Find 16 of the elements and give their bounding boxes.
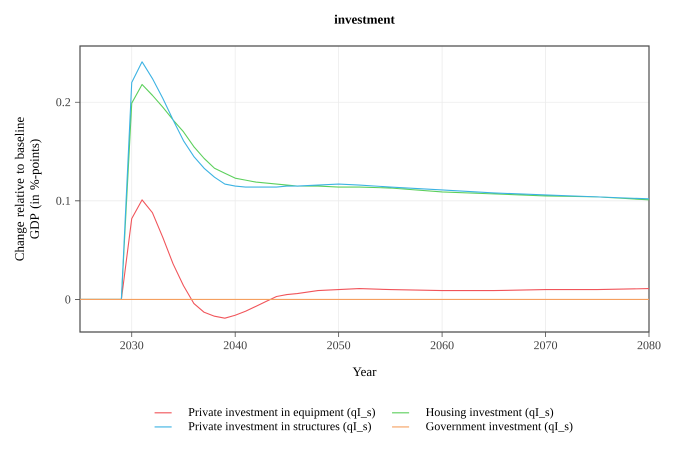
x-tick-label: 2050 — [327, 341, 350, 350]
y-tick-label: 0.2 — [56, 98, 70, 106]
x-tick-label: 2030 — [120, 341, 144, 350]
legend-label: Housing investment (qI_s) — [426, 408, 554, 419]
x-tick-label: 2080 — [638, 341, 661, 350]
y-axis-title: Change relative to baseline GDP (in %-points) — [14, 117, 42, 261]
x-tick-label: 2070 — [534, 341, 558, 350]
legend-label: Private investment in structures (qI_s) — [188, 422, 371, 433]
legend-label: Government investment (qI_s) — [426, 422, 572, 433]
x-tick-label: 2060 — [430, 341, 454, 350]
chart-title: investment — [334, 14, 395, 24]
y-tick-label: 0 — [65, 295, 70, 304]
x-tick-label: 2040 — [224, 341, 247, 350]
x-axis-title: Year — [352, 367, 376, 376]
y-tick-label: 0.1 — [56, 196, 70, 205]
legend-label: Private investment in equipment (qI_s) — [188, 408, 375, 419]
